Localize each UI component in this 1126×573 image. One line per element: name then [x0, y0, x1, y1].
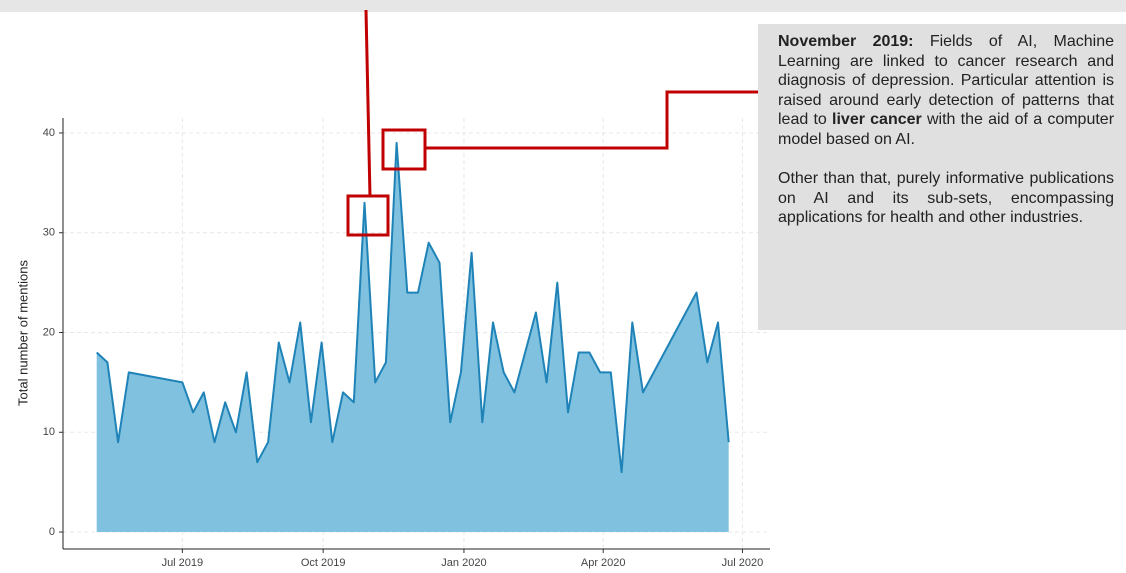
- y-axis-label: Total number of mentions: [15, 260, 30, 406]
- y-tick-label: 40: [43, 127, 55, 139]
- callout-box: [346, 194, 390, 237]
- x-tick-label: Jan 2020: [441, 557, 486, 569]
- annotation-text: with the aid of a computer model based o…: [778, 111, 1115, 148]
- callout-box: [381, 128, 427, 171]
- x-tick-label: Jul 2020: [722, 557, 764, 569]
- line: [96, 141, 730, 474]
- annotation-text: Other than that, purely informative publ…: [778, 170, 1114, 226]
- callouts: [346, 9, 758, 237]
- annotation: November 2019: Fields of AI, Machine Lea…: [758, 24, 1126, 330]
- y-tick-label: 30: [43, 227, 55, 239]
- y-tick-label: 20: [43, 326, 55, 338]
- annotation-text: Fields of AI, Machine Learning are linke…: [778, 33, 1114, 128]
- x-tick-label: Apr 2020: [581, 557, 626, 569]
- x-tick-label: Jul 2019: [162, 557, 204, 569]
- annotation-paragraph: Other than that, purely informative publ…: [778, 169, 1114, 228]
- callout-line: [425, 90, 758, 150]
- area: [96, 142, 729, 533]
- y-tick-label: 0: [49, 526, 55, 538]
- x-tick-label: Oct 2019: [301, 557, 346, 569]
- callout-line: [364, 9, 372, 198]
- top-band: [0, 0, 1126, 12]
- annotation-paragraph: November 2019: Fields of AI, Machine Lea…: [778, 32, 1114, 149]
- y-tick-label: 10: [43, 426, 55, 438]
- annotation-text: November 2019:: [778, 33, 914, 50]
- annotation-text: liver cancer: [832, 111, 922, 128]
